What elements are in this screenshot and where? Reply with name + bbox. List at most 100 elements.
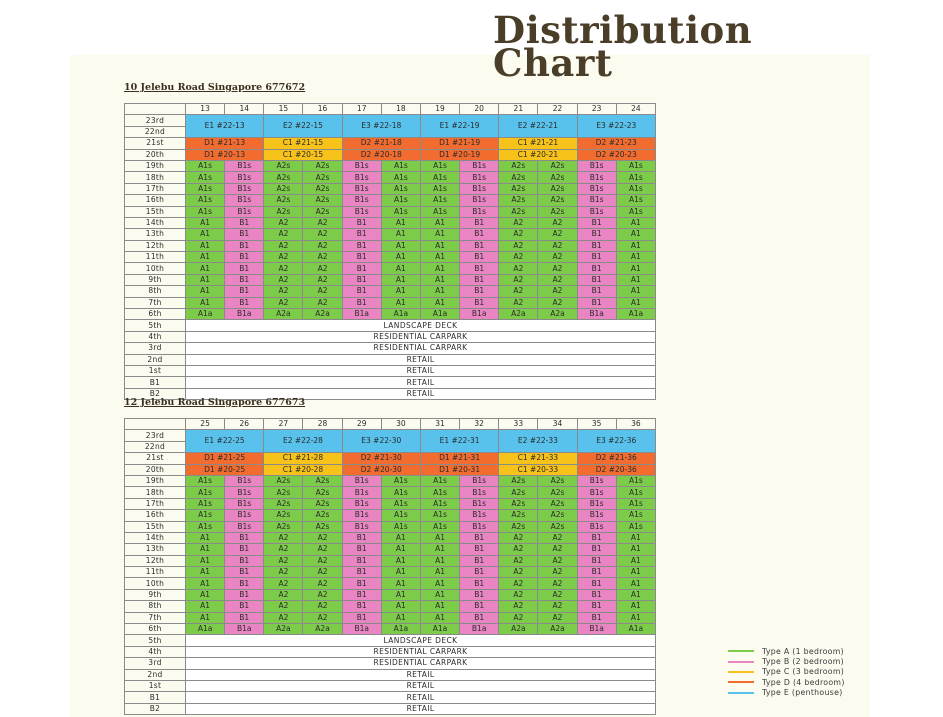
- floor-row: 13th A1 B1 A2 A2 B1 A1 A1 B1 A2 A2 B1 A1: [124, 228, 657, 241]
- unit-cell: A2s: [498, 182, 539, 196]
- unit-cell: B1: [576, 216, 617, 230]
- unit-cell: A1: [419, 251, 461, 264]
- unit-cell: B1s: [224, 159, 265, 173]
- unit-cell: A1s: [615, 171, 657, 184]
- unit-cell: A1: [184, 296, 226, 310]
- penthouse-unit: E2 #22-28: [263, 429, 343, 454]
- unit-cell: A2: [302, 543, 343, 556]
- floor-label: 4th: [124, 330, 186, 344]
- unit-cell: A2: [537, 600, 578, 613]
- unit-cell: B1s: [459, 486, 500, 499]
- unit-cell: A1: [184, 285, 226, 298]
- unit-cell: A2a: [302, 623, 343, 636]
- floor-row: 1st RETAIL: [124, 364, 656, 378]
- unit-cell: B1: [224, 554, 265, 568]
- unit-number: 21: [498, 102, 539, 116]
- unit-cell: B1s: [341, 474, 382, 488]
- block-heading-10-jelebu: 10 Jelebu Road Singapore 677672: [124, 82, 306, 93]
- floor-label: 6th: [124, 623, 186, 636]
- unit-cell: B1: [459, 273, 500, 287]
- floor-row: 3rd RESIDENTIAL CARPARK: [124, 657, 656, 670]
- unit-cell: B1: [459, 554, 500, 568]
- unit-number: 18: [380, 102, 421, 116]
- unit-cell: D2 #21-36: [576, 452, 657, 465]
- unit-cell: A1s: [419, 520, 461, 533]
- unit-cell: A1: [184, 273, 226, 287]
- floor-row: 4th RESIDENTIAL CARPARK: [124, 645, 656, 659]
- unit-cell: D1 #21-31: [419, 452, 500, 465]
- floor-row: 7th A1 B1 A2 A2 B1 A1 A1 B1 A2 A2 B1 A1: [124, 611, 657, 625]
- unit-cell: D2 #20-30: [341, 463, 421, 476]
- unit-cell: A2: [498, 262, 539, 275]
- unit-cell: A2: [498, 273, 539, 287]
- unit-cell: B1s: [341, 159, 382, 173]
- floor-label: 2nd: [124, 668, 186, 682]
- unit-cell: A1s: [380, 520, 421, 533]
- unit-cell: A2: [537, 566, 578, 579]
- unit-cell: B1s: [224, 205, 265, 218]
- unit-cell: B1a: [224, 308, 265, 321]
- unit-cell: A2: [263, 228, 304, 241]
- floor-row: 14th A1 B1 A2 A2 B1 A1 A1 B1 A2 A2 B1 A1: [124, 216, 657, 230]
- unit-cell: B1: [576, 543, 617, 556]
- penthouse-unit: E2 #22-15: [263, 114, 343, 139]
- unit-number: 14: [224, 102, 265, 116]
- unit-cell: A1: [380, 251, 421, 264]
- unit-cell: A1: [380, 239, 421, 253]
- unit-cell: A2: [498, 228, 539, 241]
- unit-cell: B1: [459, 239, 500, 253]
- unit-cell: A2s: [537, 486, 578, 499]
- unit-cell: B1: [224, 611, 265, 625]
- unit-cell: A1: [615, 600, 657, 613]
- floor-label: 8th: [124, 600, 186, 613]
- unit-cell: A1s: [419, 171, 461, 184]
- floor-label: 2nd: [124, 353, 186, 367]
- floor-label: 23rd: [124, 429, 186, 442]
- unit-cell: A2: [263, 600, 304, 613]
- floor-row: 11th A1 B1 A2 A2 B1 A1 A1 B1 A2 A2 B1 A1: [124, 251, 657, 264]
- unit-cell: A1a: [380, 308, 421, 321]
- unit-cell: A2: [263, 611, 304, 625]
- unit-cell: A1s: [184, 159, 226, 173]
- unit-cell: A1a: [615, 308, 657, 321]
- unit-cell: B1: [576, 600, 617, 613]
- unit-cell: A2s: [498, 474, 539, 488]
- floor-row: 6th A1a B1a A2a A2a B1a A1a A1a B1a A2a A2a B1a A1a: [124, 623, 657, 636]
- legend-label: Type C (3 bedroom): [762, 667, 845, 677]
- unit-cell: A1: [615, 273, 657, 287]
- unit-cell: A1s: [184, 205, 226, 218]
- distribution-table-12-jelebu: 25 26 27 28 29 30 31 32 33 34 35 36 23rd E1 #22-25 E2 …: [124, 417, 657, 716]
- penthouse-unit: E3 #22-36: [576, 429, 657, 454]
- floor-row: 8th A1 B1 A2 A2 B1 A1 A1 B1 A2 A2 B1 A1: [124, 285, 657, 298]
- floor-label: 11th: [124, 251, 186, 264]
- unit-cell: A1s: [419, 182, 461, 196]
- unit-cell: B1s: [576, 182, 617, 196]
- title-line-1: Distribution: [493, 8, 753, 52]
- unit-number: 34: [537, 417, 578, 431]
- unit-cell: A2: [302, 251, 343, 264]
- floor-row: B2 RETAIL: [124, 702, 656, 716]
- unit-cell: A1: [380, 566, 421, 579]
- unit-cell: A2: [302, 588, 343, 602]
- floor-row: 15th A1s B1s A2s A2s B1s A1s A1s B1s A2s A2s B1s A1s: [124, 205, 657, 218]
- level-use: RESIDENTIAL CARPARK: [185, 330, 656, 344]
- unit-cell: B1: [224, 228, 265, 241]
- unit-cell: A2: [498, 554, 539, 568]
- level-use: LANDSCAPE DECK: [185, 634, 656, 647]
- legend-item: Type E (penthouse): [728, 688, 845, 698]
- unit-cell: B1a: [576, 623, 617, 636]
- unit-cell: B1: [576, 273, 617, 287]
- unit-cell: A1: [380, 600, 421, 613]
- unit-cell: A2: [498, 216, 539, 230]
- floor-row: 12th A1 B1 A2 A2 B1 A1 A1 B1 A2 A2 B1 A1: [124, 554, 657, 568]
- page-title: Distribution Chart: [493, 8, 753, 82]
- unit-cell: A1a: [184, 308, 226, 321]
- unit-cell: B1s: [576, 509, 617, 522]
- unit-number: 20: [459, 102, 500, 116]
- unit-cell: A1s: [419, 159, 461, 173]
- floor-row: 4th RESIDENTIAL CARPARK: [124, 330, 656, 344]
- unit-cell: C1 #20-28: [263, 463, 343, 476]
- unit-cell: A1s: [184, 497, 226, 511]
- unit-cell: B1: [576, 296, 617, 310]
- floor-label: 1st: [124, 679, 186, 693]
